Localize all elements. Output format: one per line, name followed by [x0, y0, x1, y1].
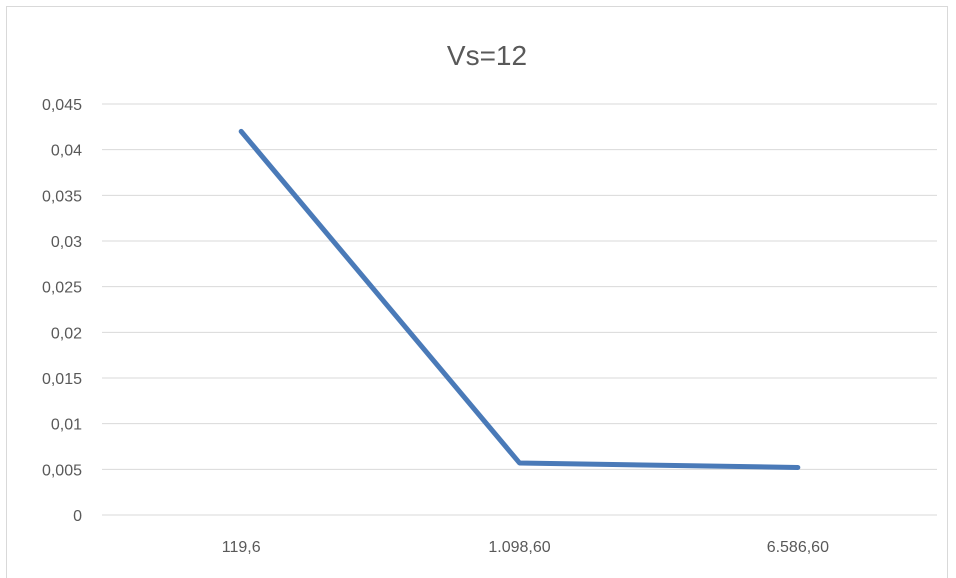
y-tick-label: 0,005	[42, 462, 82, 479]
y-tick-label: 0	[73, 508, 82, 525]
x-tick-label: 1.098,60	[488, 539, 550, 556]
x-axis-ticks: 119,6 1.098,60 6.586,60	[222, 539, 829, 556]
y-tick-label: 0,025	[42, 280, 82, 297]
y-tick-label: 0,015	[42, 371, 82, 388]
chart-area	[6, 6, 948, 578]
y-tick-label: 0,04	[51, 143, 82, 160]
series-line	[238, 128, 801, 471]
y-tick-label: 0,035	[42, 188, 82, 205]
chart-title: Vs=12	[447, 40, 527, 71]
y-tick-label: 0,045	[42, 97, 82, 114]
gridlines	[102, 103, 937, 516]
y-tick-label: 0,02	[51, 325, 82, 342]
y-axis-ticks: 0 0,005 0,01 0,015 0,02 0,025 0,03 0,035 0,04 0,0…	[42, 97, 82, 525]
y-tick-label: 0,03	[51, 234, 82, 251]
series-group	[238, 128, 801, 471]
x-tick-label: 6.586,60	[767, 539, 829, 556]
x-tick-label: 119,6	[222, 539, 261, 556]
y-tick-label: 0,01	[51, 417, 82, 434]
